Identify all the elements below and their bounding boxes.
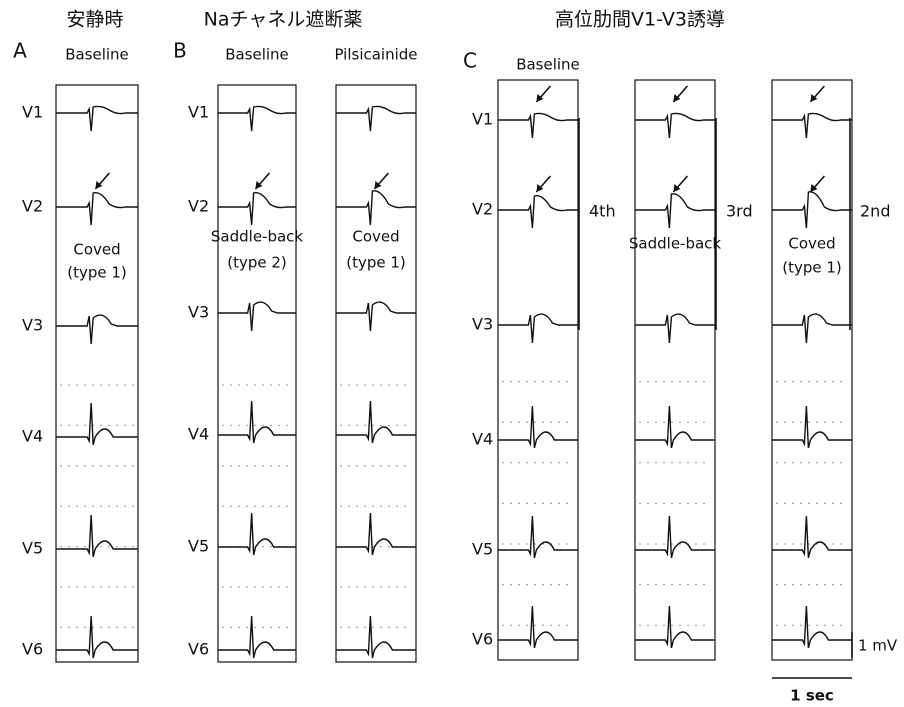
column-label: Pilsicainide: [334, 46, 417, 64]
waveform-annotation: (type 1): [346, 254, 406, 272]
ecg-trace: [498, 606, 578, 648]
ecg-strip: [635, 80, 715, 660]
lead-label: V5: [22, 539, 43, 558]
ecg-trace: [218, 616, 296, 658]
ecg-trace: [336, 302, 416, 331]
ecg-trace: [336, 106, 416, 131]
ecg-trace: [336, 616, 416, 658]
lead-label: V6: [22, 640, 43, 659]
ecg-trace: [635, 113, 715, 138]
waveform-annotation: (type 2): [227, 254, 287, 272]
ecg-trace: [635, 606, 715, 648]
ecg-trace: [336, 401, 416, 443]
panel-letter: B: [173, 39, 187, 63]
ecg-trace: [772, 606, 852, 648]
ecg-trace: [218, 513, 296, 555]
ecg-trace: [498, 113, 578, 138]
ecg-strip: [336, 85, 416, 662]
waveform-annotation: Coved: [352, 228, 399, 246]
ecg-trace: [56, 315, 138, 344]
ecg-trace: [772, 314, 852, 343]
ecg-trace: [772, 192, 852, 228]
ecg-trace: [56, 106, 138, 131]
lead-label: V5: [188, 537, 209, 556]
intercostal-level: 4th: [589, 202, 616, 221]
panel-title: 安静時: [66, 9, 123, 31]
ecg-trace: [218, 302, 296, 331]
lead-label: V1: [472, 110, 493, 129]
figure: 安静時 A V1 V2 V3 V4 V5 V6 Baseline Coved (type 1) Naチ…: [0, 0, 904, 707]
ecg-trace: [218, 106, 296, 131]
lead-label: V2: [472, 200, 493, 219]
lead-label: V3: [472, 315, 493, 334]
lead-label: V4: [22, 427, 43, 446]
ecg-trace: [635, 314, 715, 343]
ecg-trace: [772, 516, 852, 558]
ecg-trace: [772, 406, 852, 448]
time-scale-label: 1 sec: [790, 687, 834, 705]
ecg-trace: [336, 513, 416, 555]
lead-label: V3: [22, 316, 43, 335]
waveform-annotation: Saddle-back: [211, 228, 304, 246]
waveform-annotation: Coved: [73, 241, 120, 259]
lead-label: V3: [188, 303, 209, 322]
lead-label: V1: [188, 103, 209, 122]
ecg-trace: [498, 516, 578, 558]
panel-letter: C: [463, 49, 477, 73]
waveform-annotation: Coved: [788, 235, 835, 253]
ecg-trace: [635, 406, 715, 448]
ecg-trace: [635, 516, 715, 558]
ecg-strip: [218, 85, 296, 662]
ecg-trace: [498, 196, 578, 228]
ecg-trace: [56, 193, 138, 225]
lead-label: V2: [188, 197, 209, 216]
ecg-trace: [635, 194, 715, 228]
column-label: Baseline: [225, 46, 289, 64]
voltage-scale-label: 1 mV: [858, 637, 898, 655]
lead-label: V5: [472, 540, 493, 559]
waveform-annotation: (type 1): [67, 264, 127, 282]
ecg-strip: [56, 85, 138, 662]
ecg-strip: [498, 80, 578, 660]
column-label: Baseline: [65, 46, 129, 64]
intercostal-level: 2nd: [860, 202, 890, 221]
lead-label: V6: [472, 630, 493, 649]
panel-title: 高位肋間V1-V3誘導: [555, 9, 725, 31]
waveform-annotation: (type 1): [782, 259, 842, 277]
ecg-trace: [56, 616, 138, 658]
waveform-annotation: Saddle-back: [629, 235, 722, 253]
ecg-trace: [336, 191, 416, 225]
ecg-strip: [772, 80, 852, 660]
column-label: Baseline: [516, 56, 580, 74]
ecg-trace: [772, 113, 852, 138]
panel-title: Naチャネル遮断薬: [204, 9, 363, 31]
lead-label: V4: [472, 430, 493, 449]
ecg-trace: [218, 193, 296, 225]
lead-label: V2: [22, 197, 43, 216]
ecg-trace: [56, 403, 138, 445]
lead-label: V6: [188, 640, 209, 659]
panel-letter: A: [13, 39, 27, 63]
ecg-trace: [498, 406, 578, 448]
ecg-trace: [218, 401, 296, 443]
intercostal-level: 3rd: [726, 202, 753, 221]
lead-label: V1: [22, 103, 43, 122]
ecg-trace: [498, 314, 578, 343]
ecg-trace: [56, 515, 138, 557]
lead-label: V4: [188, 425, 209, 444]
